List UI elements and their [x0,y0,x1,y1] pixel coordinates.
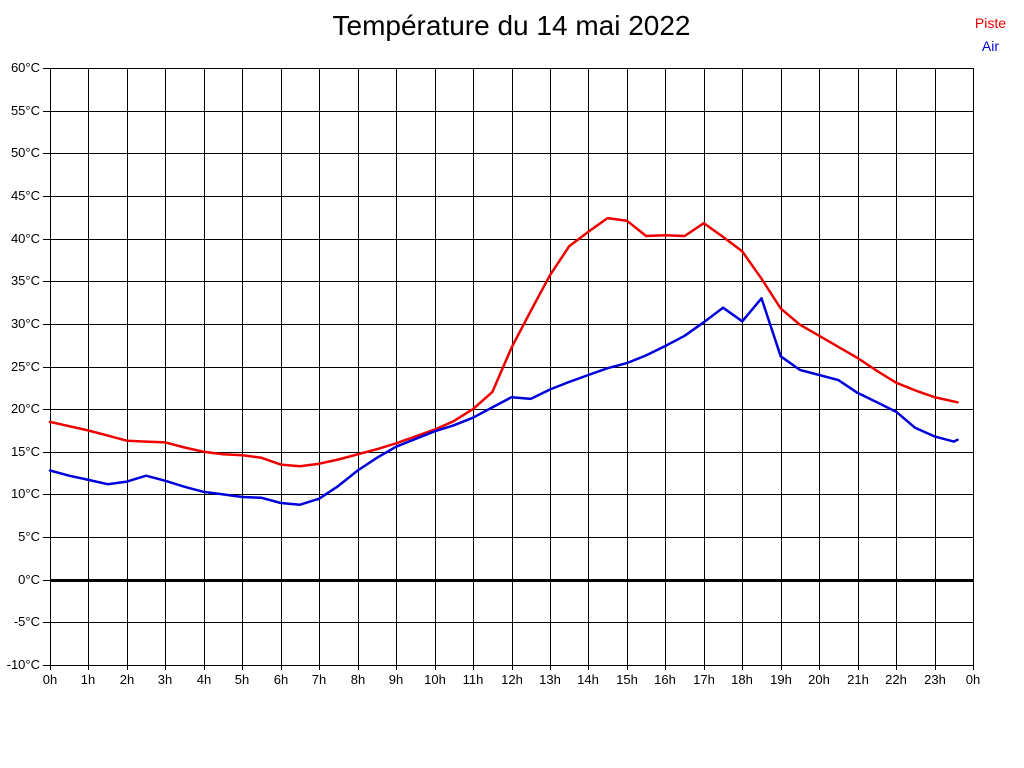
x-tick-label: 12h [501,672,523,687]
y-tick-label: 35°C [11,273,40,288]
y-tick-label: 0°C [18,572,40,587]
y-tick-label: 10°C [11,486,40,501]
x-tick-label: 6h [274,672,288,687]
x-tick-label: 16h [654,672,676,687]
x-tick-label: 18h [731,672,753,687]
y-tick-label: 20°C [11,401,40,416]
x-tick-label: 23h [924,672,946,687]
y-tick-label: 50°C [11,145,40,160]
x-tick-label: 2h [120,672,134,687]
x-tick-label: 0h [43,672,57,687]
series-line-air [48,297,959,506]
y-tick-label: 15°C [11,444,40,459]
x-tick-label: 20h [808,672,830,687]
x-tick-label: 21h [847,672,869,687]
x-tick-label: 22h [885,672,907,687]
y-tick-label: 40°C [11,231,40,246]
x-tick-label: 0h [966,672,980,687]
x-tick-label: 9h [389,672,403,687]
series-line-piste [48,216,959,468]
y-tick-label: 25°C [11,359,40,374]
y-tick-label: 55°C [11,103,40,118]
x-tick-label: 11h [463,672,484,687]
x-tick-label: 3h [158,672,172,687]
chart-title: Température du 14 mai 2022 [332,10,691,41]
y-tick-label: 60°C [11,60,40,75]
x-tick-label: 13h [539,672,561,687]
y-tick-label: 5°C [18,529,40,544]
legend-item-air: Air [981,38,999,54]
x-tick-label: 10h [424,672,446,687]
x-tick-label: 19h [770,672,792,687]
x-tick-label: 8h [351,672,365,687]
y-tick-label: -10°C [7,657,40,672]
y-tick-label: -5°C [14,614,40,629]
legend: Piste Air [975,12,1006,58]
x-tick-label: 5h [235,672,249,687]
y-tick-label: 30°C [11,316,40,331]
x-tick-label: 17h [693,672,715,687]
y-tick-label: 45°C [11,188,40,203]
legend-item-piste: Piste [974,15,1006,31]
x-tick-label: 4h [197,672,211,687]
x-tick-label: 1h [81,672,95,687]
x-tick-label: 14h [577,672,599,687]
x-tick-label: 15h [616,672,638,687]
x-tick-label: 7h [312,672,326,687]
